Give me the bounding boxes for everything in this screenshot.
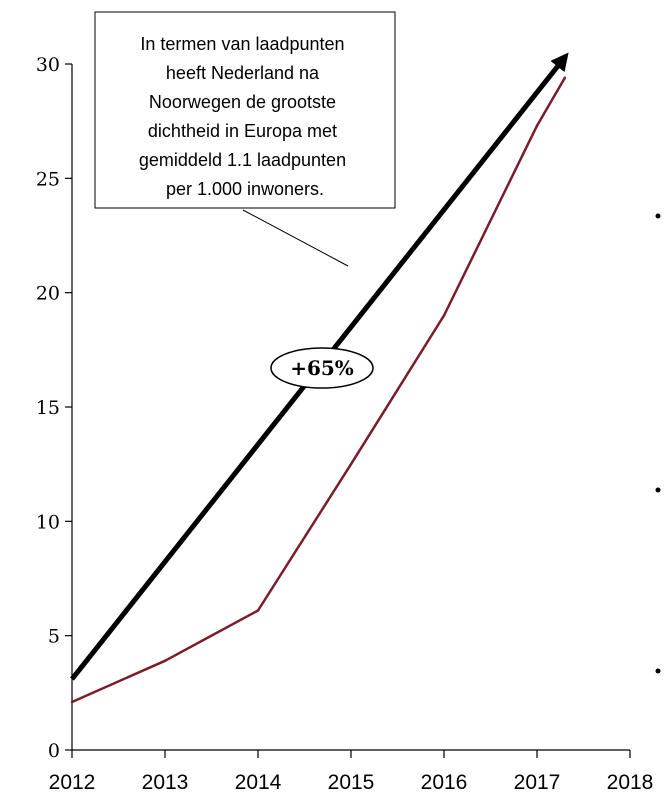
data-point bbox=[349, 462, 353, 466]
annotation-leader-line bbox=[242, 209, 349, 267]
annotation-line: per 1.000 inwoners. bbox=[166, 179, 324, 199]
bullet-dot bbox=[655, 213, 661, 219]
x-tick-label: 2015 bbox=[328, 771, 375, 794]
svg-text:In termen van laadpunten: In termen van laadpunten heeft Nederland… bbox=[139, 34, 351, 199]
data-point bbox=[563, 76, 567, 79]
x-ticks: 2012 2013 2014 2015 2016 2017 2018 bbox=[49, 750, 654, 794]
x-tick-label: 2018 bbox=[607, 771, 654, 794]
data-point bbox=[70, 700, 74, 704]
data-point bbox=[535, 124, 539, 127]
annotation-line: In termen van laadpunten bbox=[140, 34, 344, 54]
data-points bbox=[70, 76, 567, 704]
bullet-dot bbox=[655, 487, 661, 493]
y-tick-label: 5 bbox=[48, 626, 60, 648]
growth-badge: +65% bbox=[270, 347, 374, 389]
y-tick-label: 30 bbox=[36, 54, 60, 76]
annotation-line: gemiddeld 1.1 laadpunten bbox=[139, 150, 346, 170]
y-ticks: 0 5 10 15 20 25 30 bbox=[36, 54, 72, 762]
y-tick-label: 20 bbox=[36, 283, 60, 305]
y-tick-label: 0 bbox=[48, 740, 60, 762]
x-tick-label: 2016 bbox=[421, 771, 468, 794]
y-tick-label: 15 bbox=[36, 397, 60, 419]
annotation-line: heeft Nederland na bbox=[166, 63, 320, 83]
data-point bbox=[163, 659, 167, 663]
data-point bbox=[256, 609, 260, 612]
x-tick-label: 2013 bbox=[142, 771, 189, 794]
annotation-box bbox=[94, 11, 396, 209]
annotation-callout: In termen van laadpunten heeft Nederland… bbox=[94, 11, 396, 267]
x-tick-label: 2014 bbox=[235, 771, 282, 794]
annotation-line: dichtheid in Europa met bbox=[148, 121, 337, 141]
data-point bbox=[442, 314, 446, 317]
annotation-line: Noorwegen de grootste bbox=[149, 92, 336, 112]
x-tick-label: 2017 bbox=[514, 771, 561, 794]
x-tick-label: 2012 bbox=[49, 771, 96, 794]
y-tick-label: 10 bbox=[36, 511, 60, 533]
growth-badge-label: +65% bbox=[290, 356, 354, 380]
growth-badge-ellipse bbox=[270, 347, 374, 389]
y-tick-label: 25 bbox=[36, 168, 60, 190]
bullet-dot bbox=[655, 668, 661, 674]
